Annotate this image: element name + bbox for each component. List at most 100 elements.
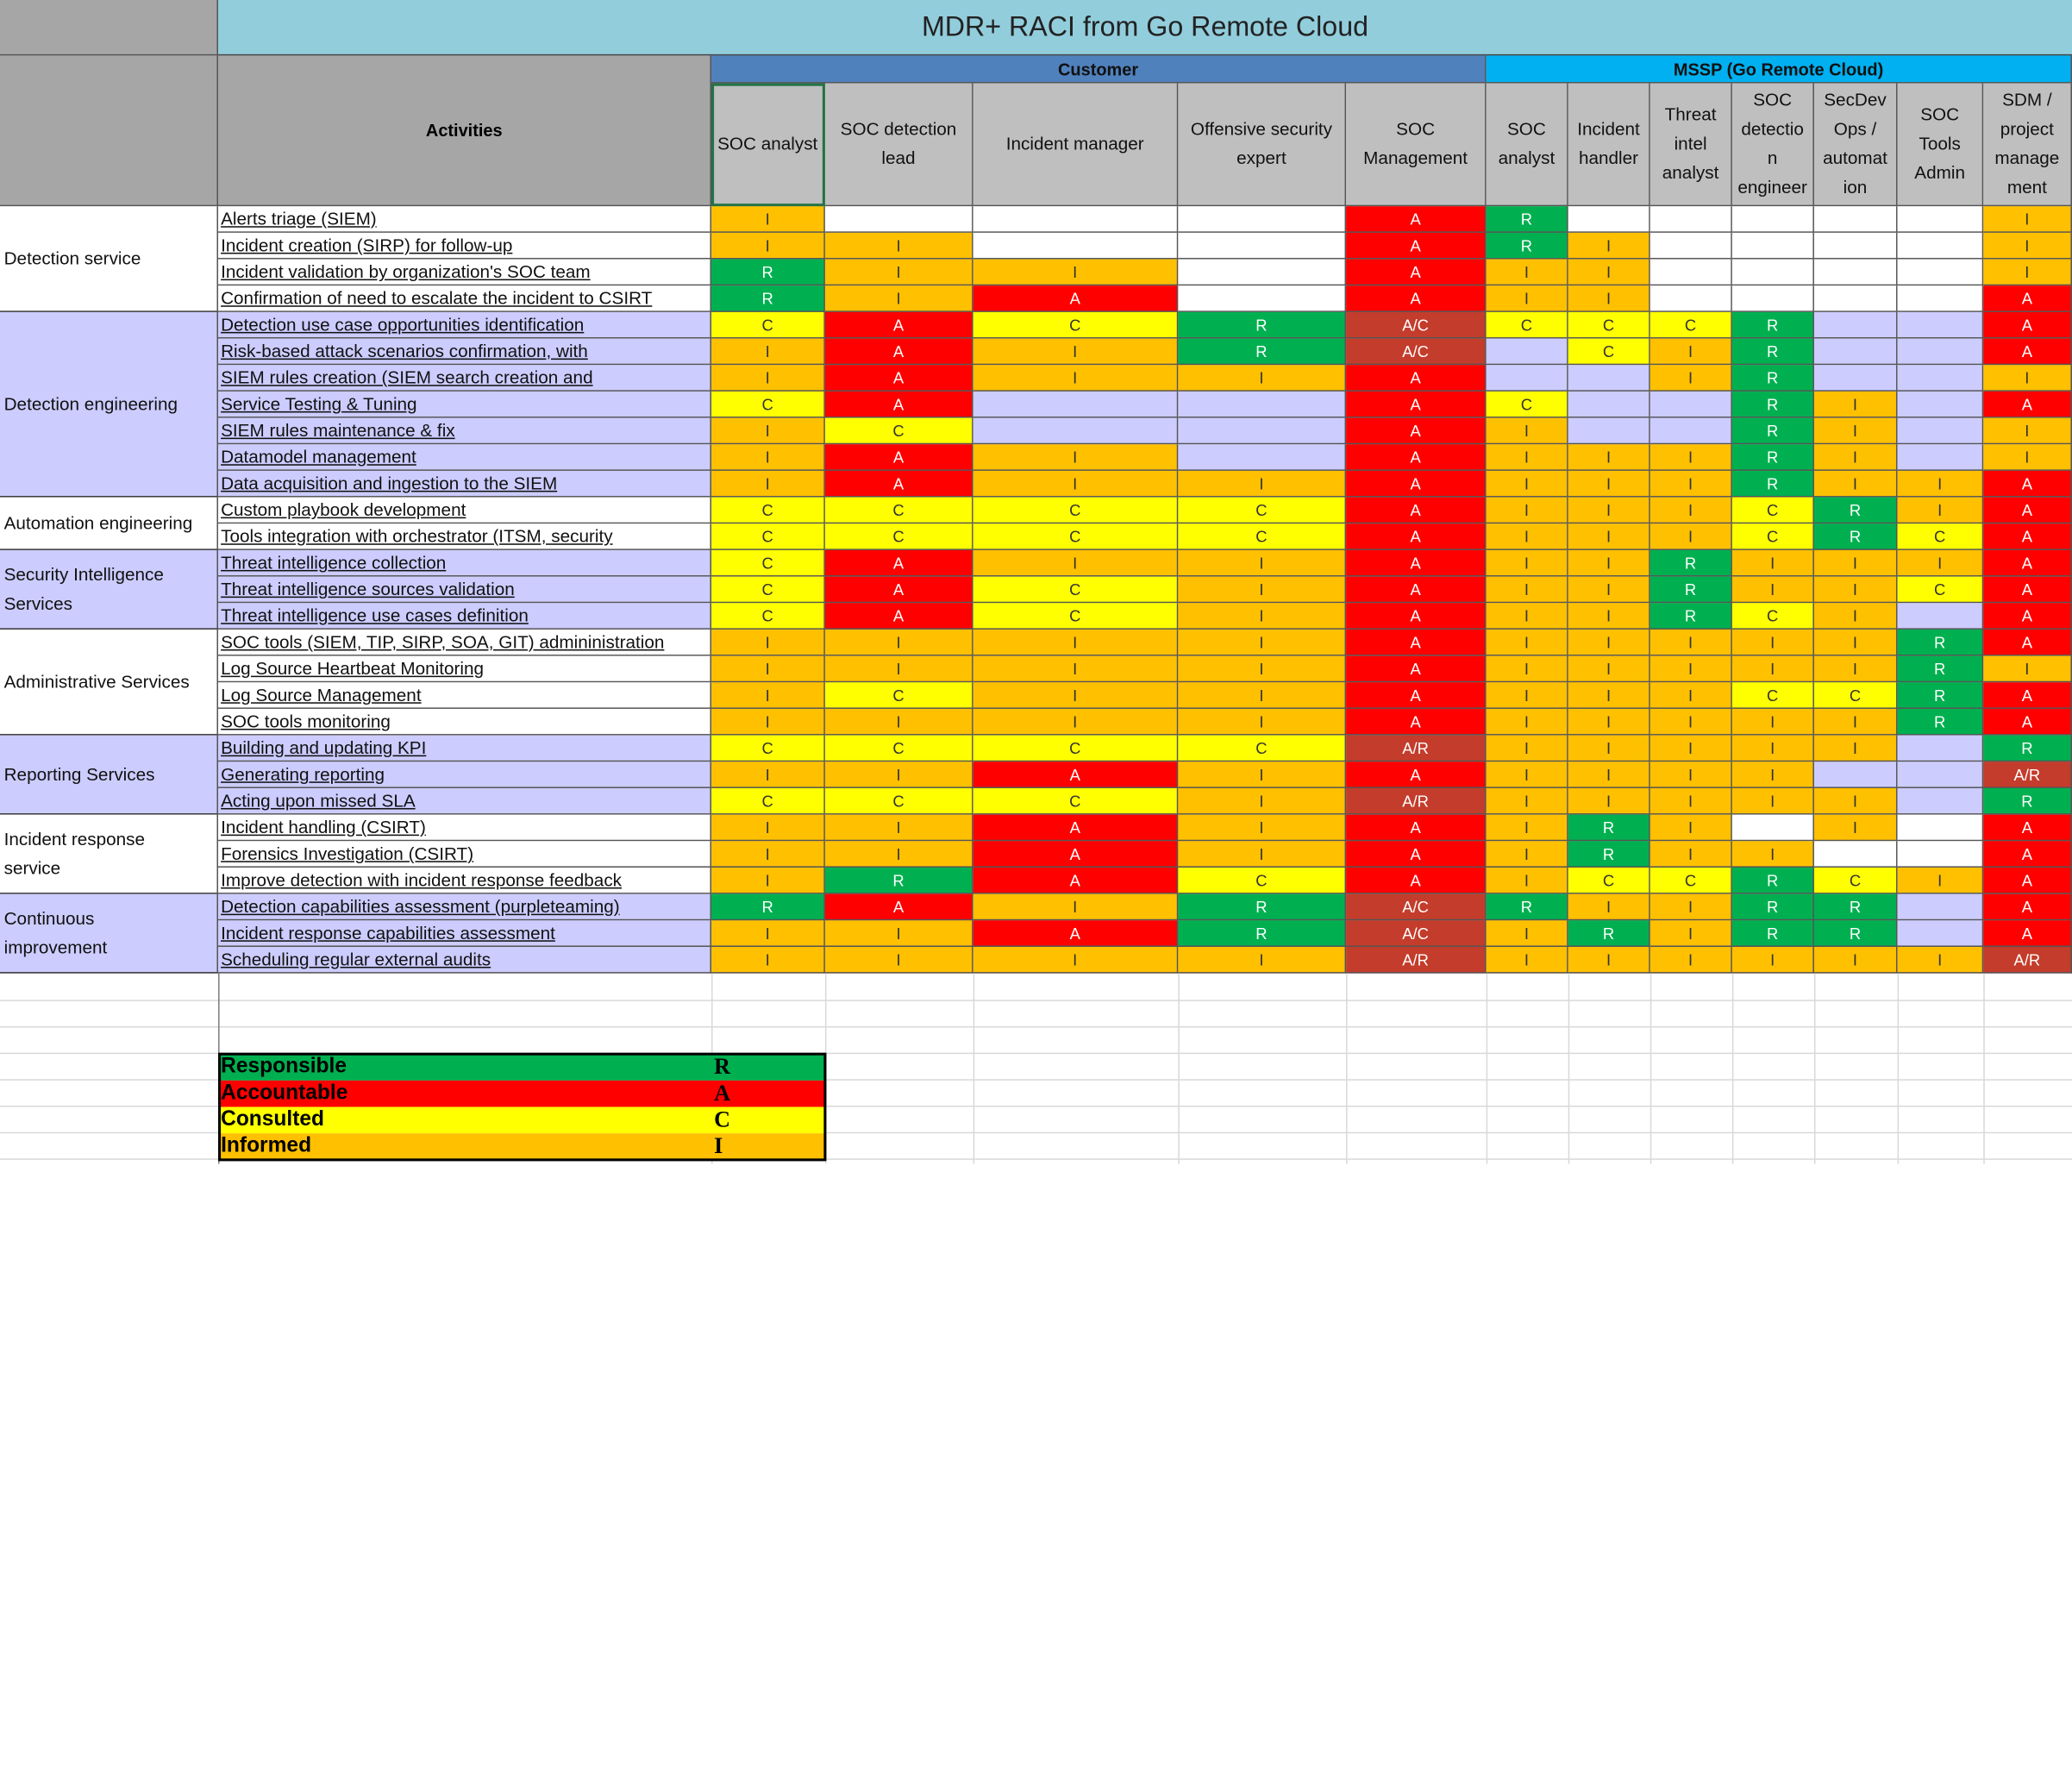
raci-cell[interactable]: I <box>1732 841 1814 868</box>
raci-cell[interactable]: A <box>825 392 973 418</box>
raci-cell[interactable]: A <box>1983 868 2072 894</box>
raci-cell[interactable]: A <box>1346 577 1487 604</box>
raci-cell[interactable] <box>1898 603 1984 630</box>
raci-cell[interactable]: C <box>825 523 973 550</box>
raci-cell[interactable]: I <box>1178 603 1346 630</box>
raci-cell[interactable]: I <box>1898 868 1984 894</box>
activity-cell[interactable]: Threat intelligence collection <box>218 550 711 577</box>
raci-cell[interactable] <box>1650 392 1732 418</box>
raci-cell[interactable] <box>1732 206 1814 233</box>
raci-cell[interactable]: I <box>1898 947 1984 974</box>
activity-cell[interactable]: Scheduling regular external audits <box>218 947 711 974</box>
raci-cell[interactable]: I <box>1178 788 1346 815</box>
raci-cell[interactable]: R <box>1732 471 1814 498</box>
raci-cell[interactable]: I <box>1568 471 1650 498</box>
activity-cell[interactable]: Building and updating KPI <box>218 736 711 762</box>
raci-cell[interactable] <box>1568 392 1650 418</box>
raci-cell[interactable] <box>1814 285 1898 312</box>
raci-cell[interactable]: R <box>1814 920 1898 947</box>
raci-cell[interactable]: A/C <box>1346 312 1487 339</box>
raci-cell[interactable]: I <box>1732 577 1814 604</box>
raci-cell[interactable]: I <box>973 894 1179 921</box>
raci-cell[interactable]: A <box>1983 550 2072 577</box>
raci-cell[interactable]: C <box>711 550 825 577</box>
raci-cell[interactable]: R <box>711 285 825 312</box>
raci-cell[interactable]: A <box>1346 630 1487 656</box>
raci-cell[interactable]: R <box>1487 206 1568 233</box>
activity-cell[interactable]: Forensics Investigation (CSIRT) <box>218 841 711 868</box>
raci-cell[interactable]: I <box>1487 498 1568 524</box>
raci-cell[interactable]: I <box>1650 736 1732 762</box>
raci-cell[interactable]: I <box>1568 709 1650 736</box>
raci-cell[interactable]: I <box>1983 444 2072 471</box>
raci-cell[interactable]: A/C <box>1346 339 1487 366</box>
raci-cell[interactable]: I <box>973 471 1179 498</box>
raci-cell[interactable]: A/R <box>1983 947 2072 974</box>
raci-cell[interactable]: C <box>1487 312 1568 339</box>
activity-cell[interactable]: Generating reporting <box>218 762 711 788</box>
raci-cell[interactable]: I <box>1178 709 1346 736</box>
raci-cell[interactable]: A <box>973 762 1179 788</box>
raci-cell[interactable]: I <box>1487 577 1568 604</box>
raci-cell[interactable]: I <box>1568 762 1650 788</box>
raci-cell[interactable]: I <box>711 471 825 498</box>
raci-cell[interactable] <box>1814 312 1898 339</box>
raci-cell[interactable]: A <box>1346 444 1487 471</box>
raci-cell[interactable]: I <box>825 762 973 788</box>
activity-cell[interactable]: Incident validation by organization's SO… <box>218 260 711 286</box>
raci-cell[interactable]: I <box>1487 550 1568 577</box>
raci-cell[interactable]: I <box>1814 418 1898 445</box>
raci-cell[interactable]: I <box>711 444 825 471</box>
raci-cell[interactable]: I <box>1650 920 1732 947</box>
raci-cell[interactable]: A <box>1346 682 1487 709</box>
raci-cell[interactable]: R <box>1568 920 1650 947</box>
raci-cell[interactable]: A/R <box>1346 947 1487 974</box>
raci-cell[interactable]: I <box>711 418 825 445</box>
raci-cell[interactable]: I <box>1650 947 1732 974</box>
raci-cell[interactable]: A <box>1346 523 1487 550</box>
raci-cell[interactable]: I <box>1814 630 1898 656</box>
raci-cell[interactable]: A <box>1346 285 1487 312</box>
raci-cell[interactable]: I <box>1568 947 1650 974</box>
activity-cell[interactable]: Improve detection with incident response… <box>218 868 711 894</box>
raci-cell[interactable] <box>1898 841 1984 868</box>
raci-cell[interactable]: I <box>1178 682 1346 709</box>
raci-cell[interactable]: I <box>1568 630 1650 656</box>
raci-cell[interactable]: R <box>1732 894 1814 921</box>
activity-cell[interactable]: Tools integration with orchestrator (ITS… <box>218 523 711 550</box>
raci-cell[interactable]: I <box>1568 498 1650 524</box>
raci-cell[interactable]: C <box>1568 868 1650 894</box>
raci-cell[interactable] <box>973 418 1179 445</box>
raci-cell[interactable]: I <box>1568 682 1650 709</box>
raci-cell[interactable] <box>1650 418 1732 445</box>
raci-cell[interactable]: C <box>1178 523 1346 550</box>
raci-cell[interactable]: I <box>1732 762 1814 788</box>
raci-cell[interactable]: I <box>1178 577 1346 604</box>
raci-cell[interactable] <box>1898 206 1984 233</box>
raci-cell[interactable] <box>1814 206 1898 233</box>
raci-cell[interactable]: I <box>711 868 825 894</box>
raci-cell[interactable]: R <box>1568 815 1650 842</box>
raci-cell[interactable]: C <box>711 736 825 762</box>
raci-cell[interactable]: I <box>711 206 825 233</box>
raci-cell[interactable]: C <box>973 788 1179 815</box>
raci-cell[interactable]: C <box>1732 682 1814 709</box>
raci-cell[interactable]: I <box>1487 815 1568 842</box>
raci-cell[interactable]: I <box>1983 365 2072 392</box>
raci-cell[interactable]: I <box>973 682 1179 709</box>
raci-cell[interactable]: I <box>1732 788 1814 815</box>
raci-cell[interactable]: I <box>711 630 825 656</box>
raci-cell[interactable]: I <box>1814 947 1898 974</box>
raci-cell[interactable] <box>1898 418 1984 445</box>
raci-cell[interactable]: A <box>1346 841 1487 868</box>
raci-cell[interactable]: I <box>1650 815 1732 842</box>
raci-cell[interactable]: I <box>1487 947 1568 974</box>
raci-cell[interactable]: I <box>825 285 973 312</box>
raci-cell[interactable] <box>1732 815 1814 842</box>
raci-cell[interactable]: R <box>825 868 973 894</box>
raci-cell[interactable]: I <box>1732 630 1814 656</box>
raci-cell[interactable]: A <box>1346 206 1487 233</box>
raci-cell[interactable]: A <box>1346 656 1487 683</box>
